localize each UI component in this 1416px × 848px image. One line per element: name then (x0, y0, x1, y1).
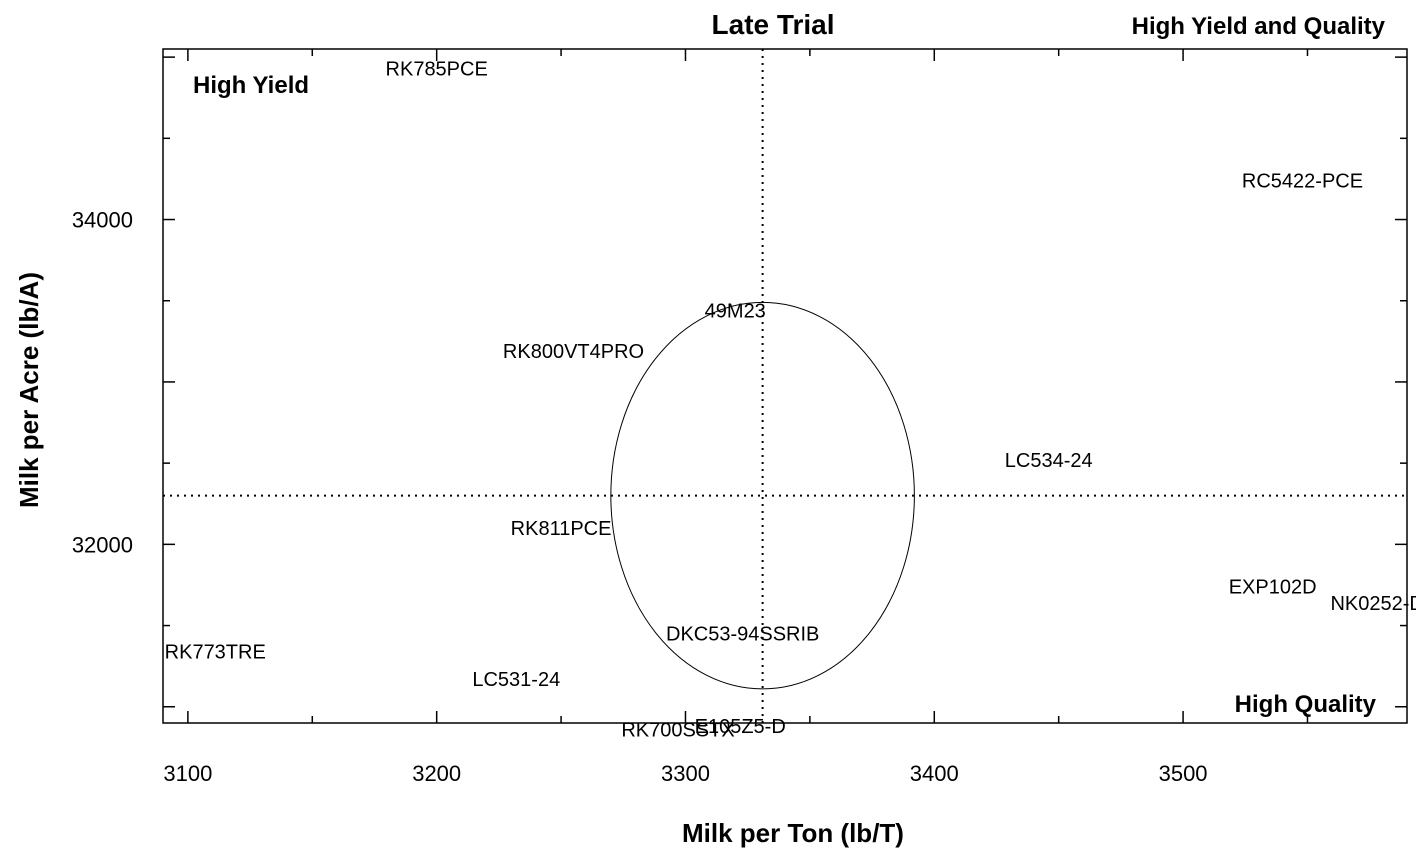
x-axis-title: Milk per Ton (lb/T) (682, 818, 904, 848)
data-points: RK785PCE RC5422-PCE 49M23 RK800VT4PRO LC534-… (165, 58, 1416, 741)
point-label: LC534-24 (1005, 450, 1093, 472)
point-label: LC531-24 (472, 669, 560, 691)
x-tick-label: 3200 (412, 761, 461, 786)
y-tick-label: 34000 (72, 208, 133, 233)
chart-title: Late Trial (712, 9, 835, 40)
confidence-ellipse (610, 301, 915, 690)
point-label: RK700SSTX (621, 719, 734, 741)
quadrant-label-top-right: High Yield and Quality (1132, 13, 1386, 40)
point-label: 49M23 (705, 300, 766, 322)
x-tick-label: 3100 (163, 761, 212, 786)
point-label: EXP102D (1229, 577, 1317, 599)
quadrant-label-top-left: High Yield (193, 72, 309, 99)
point-label: RK785PCE (386, 58, 488, 80)
x-tick-label: 3400 (910, 761, 959, 786)
plot-frame (162, 48, 1408, 724)
point-label: RK773TRE (165, 642, 266, 664)
y-tick-label: 32000 (72, 532, 133, 557)
quadrant-label-bottom-right: High Quality (1235, 691, 1377, 718)
point-label: DKC53-94SSRIB (666, 624, 819, 646)
point-label: RK800VT4PRO (503, 341, 644, 363)
x-tick-label: 3500 (1159, 761, 1208, 786)
point-label: RK811PCE (511, 518, 612, 540)
point-label: NK0252-D (1330, 593, 1416, 615)
point-label: RC5422-PCE (1242, 171, 1363, 193)
x-tick-label: 3300 (661, 761, 710, 786)
y-axis-title: Milk per Acre (lb/A) (14, 272, 44, 508)
axis-tick-labels: 3100 3200 3300 3400 3500 32000 34000 (72, 208, 1208, 786)
point-label: E105Z5-D (695, 716, 786, 738)
axis-ticks (163, 49, 1407, 723)
